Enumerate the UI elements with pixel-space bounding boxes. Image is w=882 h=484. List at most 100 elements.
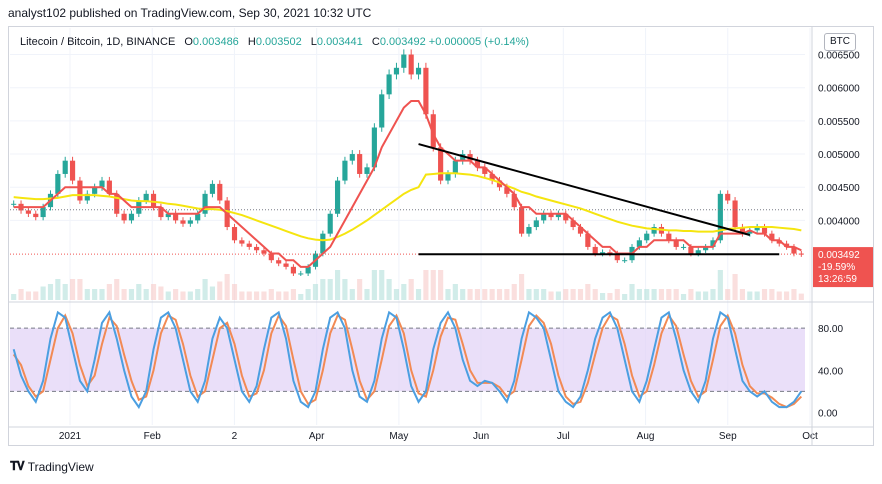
volume-bar [555, 291, 561, 300]
candle-body [460, 154, 466, 161]
volume-bar [592, 289, 598, 300]
time-tick-label: Oct [802, 431, 818, 442]
candle-body [128, 213, 135, 221]
candle-body [695, 250, 701, 254]
candle-body [666, 233, 672, 241]
volume-bar [769, 289, 775, 300]
volume-bar [99, 289, 105, 300]
symbol-legend: Litecoin / Bitcoin, 1D, BINANCE O0.00348… [20, 36, 529, 48]
candle-body [430, 114, 436, 148]
volume-bar [519, 274, 525, 300]
stoch-tick-label: 80.00 [818, 324, 843, 335]
candle-body [636, 240, 642, 247]
candle-body [570, 220, 576, 228]
open-value: 0.003486 [192, 36, 239, 48]
candle-body [320, 233, 326, 254]
candle-body [268, 253, 274, 261]
candle-body [239, 240, 245, 244]
candle-body [187, 220, 193, 224]
currency-button[interactable]: BTC [824, 33, 856, 51]
time-tick-label: Apr [309, 431, 325, 442]
volume-bar [254, 291, 260, 300]
volume-bar [695, 291, 701, 300]
volume-bar [467, 289, 473, 300]
candle-body [680, 246, 687, 248]
candle-body [55, 173, 61, 194]
volume-bar [320, 279, 326, 300]
candle-body [165, 213, 171, 218]
axes: 0.006500 0.006000 0.005500 0.005000 0.004500… [9, 27, 873, 445]
change-value: +0.000005 (+0.14%) [428, 36, 530, 48]
candle-body [217, 183, 223, 201]
volume-bar [666, 289, 672, 300]
stoch-k-line [12, 310, 803, 410]
candle-body [496, 180, 503, 188]
symbol-name: Litecoin / Bitcoin, 1D, BINANCE [20, 36, 176, 48]
volume-bar [371, 270, 377, 300]
volume-bar [158, 286, 164, 300]
candle-body [688, 246, 694, 254]
candle-body [415, 67, 422, 75]
candle-body [11, 203, 17, 205]
price-tick-label: 0.006000 [818, 84, 860, 95]
volume-bar [136, 284, 142, 300]
volume-bar [239, 291, 245, 300]
tradingview-logo[interactable]: 𝐓𝐕 TradingView [10, 459, 94, 474]
trendline [418, 143, 751, 236]
volume-bar [489, 289, 495, 300]
time-tick-label: Jul [557, 431, 570, 442]
volume-bar [195, 289, 201, 300]
volume-bar [143, 289, 149, 300]
volume-bar [261, 291, 267, 300]
volume-bar [393, 289, 400, 300]
candle-body [114, 193, 120, 214]
candle-body [379, 94, 385, 128]
stoch-tick-label: 0.00 [818, 408, 838, 419]
candle-body [150, 193, 157, 208]
time-tick-label: 2 [232, 431, 238, 442]
tradingview-mark-icon: 𝐓𝐕 [10, 459, 25, 473]
candle-body [77, 180, 83, 201]
tradingview-brand: TradingView [27, 459, 94, 474]
time-tick-label: Sep [719, 431, 737, 442]
candle-body [607, 252, 613, 254]
candle-body [25, 210, 31, 214]
candle-body [776, 240, 782, 244]
trendlines [418, 143, 780, 256]
volume-bar [327, 279, 333, 300]
volume-bar [791, 289, 797, 300]
candle-body [254, 246, 260, 251]
candle-body [276, 260, 282, 264]
price-tick-label: 0.004000 [818, 216, 860, 227]
candle-body [386, 74, 392, 95]
candle-body [622, 260, 628, 262]
volume-bar [231, 284, 238, 300]
candle-body [548, 213, 554, 218]
candle-body [62, 160, 68, 174]
candle-body [202, 193, 208, 214]
volume-bar [703, 291, 709, 300]
candle-body [761, 227, 768, 234]
candle-body [158, 207, 164, 218]
candle-body [180, 220, 186, 224]
volume-bar [739, 289, 746, 300]
time-tick-label: 2021 [59, 431, 82, 442]
price-tag-value: 0.003492 [818, 250, 860, 261]
ma-slow-line [13, 172, 802, 242]
volume-bar [533, 289, 539, 300]
candle-body [592, 246, 598, 254]
candle-body [614, 253, 620, 261]
candle-body [445, 173, 451, 181]
candle-body [69, 160, 76, 181]
candle-body [99, 180, 105, 188]
volume-bar [92, 289, 98, 300]
volume-bar [452, 284, 458, 300]
price-tick-label: 0.005000 [818, 150, 860, 161]
candle-body [754, 227, 760, 231]
volume-bar [209, 286, 216, 300]
volume-bar [761, 289, 768, 300]
candle-body [526, 227, 532, 234]
volume-bar [658, 289, 665, 300]
volume-bar [629, 284, 635, 300]
